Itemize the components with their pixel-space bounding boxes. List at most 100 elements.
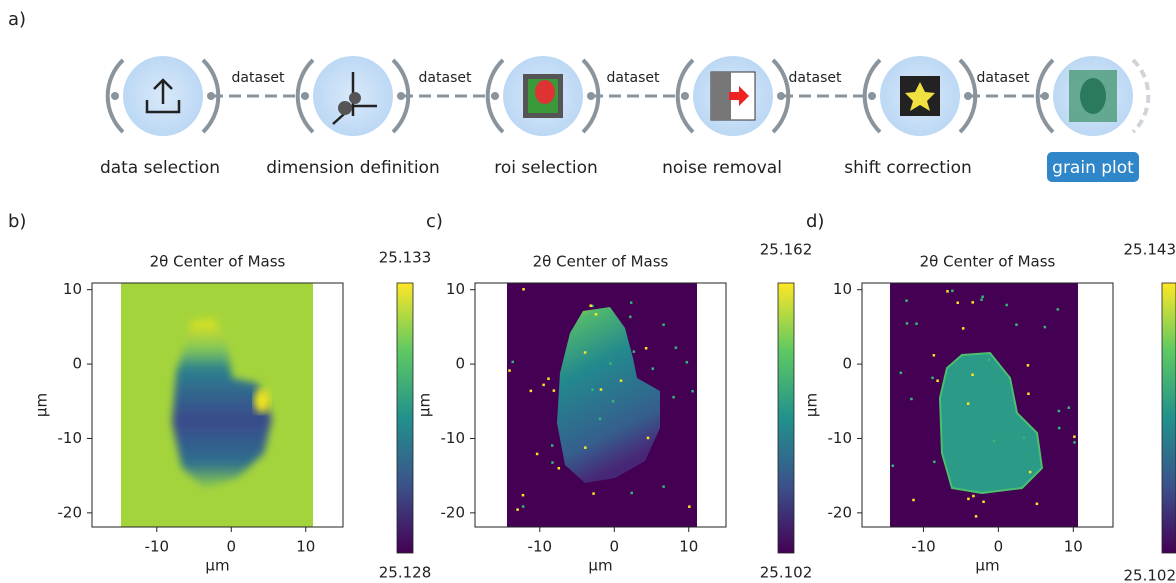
speck [691, 389, 694, 393]
speck [946, 290, 949, 293]
x-tick-label: 0 [610, 538, 620, 556]
node-label: dimension definition [266, 158, 440, 178]
speck [971, 301, 974, 304]
speck [552, 389, 556, 392]
speck [961, 327, 965, 330]
speck [632, 350, 636, 353]
bracket [391, 58, 411, 134]
speck [1022, 436, 1026, 439]
speck [592, 492, 595, 495]
x-axis-label: µm [588, 557, 612, 575]
port [207, 92, 215, 100]
speck [508, 369, 511, 372]
speck [599, 388, 603, 391]
speck [594, 313, 598, 316]
speck [511, 360, 515, 364]
x-tick-label: 10 [679, 538, 698, 556]
speck [516, 508, 519, 511]
speck [915, 322, 918, 325]
speck [629, 301, 633, 304]
bracket [675, 58, 695, 134]
speck [933, 460, 936, 464]
speck [1028, 470, 1032, 474]
colorbar-min: 25.102 [1124, 567, 1176, 583]
icon [338, 101, 352, 115]
bracket [201, 58, 221, 134]
y-tick-label: 10 [833, 280, 852, 298]
bracket [295, 58, 315, 134]
panel-label: d) [806, 211, 824, 232]
speck [1073, 435, 1076, 438]
icon [711, 72, 731, 120]
x-axis-label: µm [975, 557, 999, 575]
bracket [1131, 58, 1151, 134]
icon [535, 80, 555, 104]
x-axis-label: µm [205, 557, 229, 575]
speck [646, 436, 650, 440]
speck [912, 498, 915, 502]
colorbar-max: 25.162 [760, 241, 813, 259]
speck [550, 444, 554, 447]
speck [992, 439, 996, 443]
icon [729, 86, 749, 106]
speck [521, 493, 525, 497]
bracket [105, 58, 125, 134]
speck [651, 367, 655, 370]
speck [521, 505, 525, 508]
speck [1057, 409, 1061, 413]
colorbar-min: 25.102 [760, 564, 813, 582]
speck [644, 347, 648, 350]
speck [972, 494, 975, 498]
colorbar [396, 282, 414, 554]
speck [609, 362, 612, 365]
speck [1026, 364, 1030, 367]
y-tick-label: -10 [441, 429, 466, 447]
icon [349, 92, 361, 104]
speck [589, 304, 592, 307]
speck [591, 304, 594, 308]
node-label: grain plot [1052, 158, 1134, 178]
edge-label: dataset [232, 70, 285, 86]
speck [982, 500, 985, 504]
edge-label: dataset [419, 70, 472, 86]
speck [551, 461, 554, 464]
node-label: noise removal [662, 158, 782, 178]
speck [932, 354, 936, 357]
colorbar [777, 282, 795, 554]
x-tick-label: -10 [145, 538, 170, 556]
panel-label: a) [8, 9, 26, 30]
port [681, 92, 689, 100]
port [964, 92, 972, 100]
speck [1015, 323, 1018, 326]
edge-label: dataset [789, 70, 842, 86]
bracket [862, 58, 882, 134]
port [111, 92, 119, 100]
speck [1005, 303, 1008, 307]
bracket [958, 58, 978, 134]
speck [891, 464, 895, 468]
speck [899, 371, 903, 375]
speck [966, 402, 970, 405]
speck [591, 388, 594, 391]
colorbar-min: 25.128 [379, 564, 432, 582]
y-tick-label: -20 [441, 503, 466, 521]
y-tick-label: -20 [58, 503, 83, 521]
speck [662, 485, 665, 488]
speck [598, 417, 602, 421]
axes-frame [91, 282, 344, 528]
speck [557, 466, 561, 470]
panel-label: b) [8, 211, 26, 232]
speck [936, 379, 939, 382]
speck [1043, 325, 1047, 329]
heatmap-b [121, 283, 313, 527]
speck [910, 397, 913, 401]
speck [672, 395, 675, 399]
edge-label: dataset [607, 70, 660, 86]
speck [905, 322, 909, 325]
speck [1035, 502, 1039, 506]
colorbar-max: 25.143 [1124, 241, 1176, 259]
y-tick-label: 0 [842, 355, 852, 373]
speck [956, 301, 959, 305]
heatmap-d [890, 283, 1078, 527]
axes-frame [861, 282, 1114, 528]
